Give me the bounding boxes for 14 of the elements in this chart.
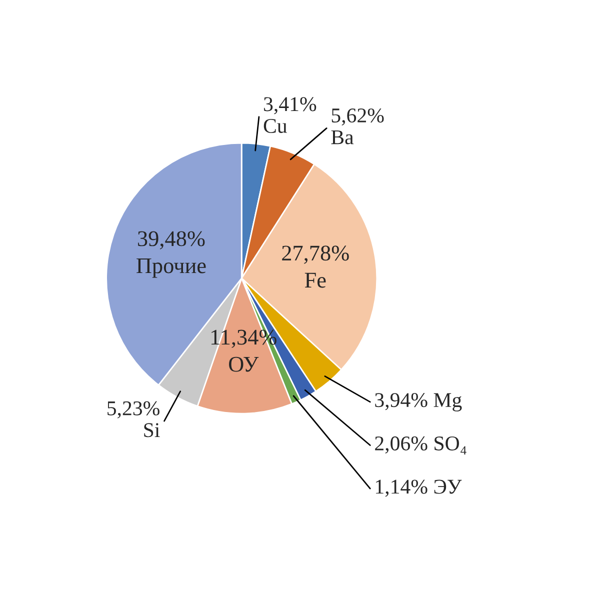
slice-label: Прочие: [136, 258, 206, 278]
data-label: 5,62%: [332, 108, 384, 126]
slice-label: Fe: [304, 272, 326, 288]
slice-label: 1,14% ЭУ: [376, 480, 462, 497]
data-label: 3,41%: [264, 97, 316, 114]
slice-label: Si: [144, 423, 160, 438]
data-label: 5,23%: [108, 401, 160, 418]
data-label: 39,48%: [138, 231, 205, 250]
slice-label: ОУ: [229, 356, 259, 372]
slice-label: Cu: [264, 118, 287, 133]
slice-label: 2,06% SO₄: [375, 436, 466, 454]
slice-label: Ba: [331, 130, 354, 144]
data-label: 27,78%: [282, 246, 349, 264]
slice-label: 3,94% Mg: [375, 393, 462, 412]
